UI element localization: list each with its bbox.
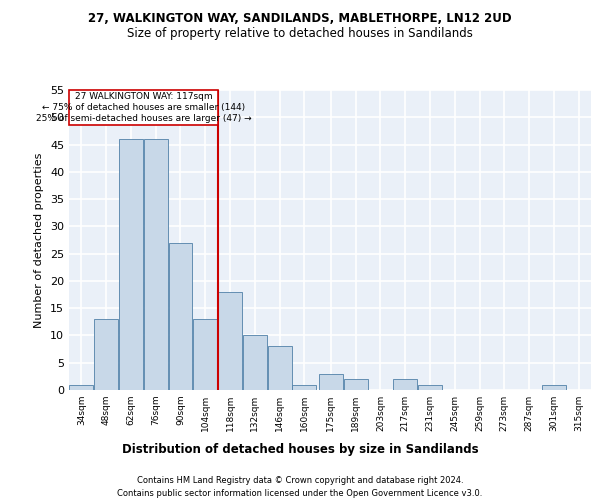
Bar: [393, 379, 417, 390]
Bar: [243, 336, 267, 390]
Text: ← 75% of detached houses are smaller (144): ← 75% of detached houses are smaller (14…: [42, 104, 245, 112]
Bar: [542, 384, 566, 390]
Text: Contains public sector information licensed under the Open Government Licence v3: Contains public sector information licen…: [118, 489, 482, 498]
Text: 27, WALKINGTON WAY, SANDILANDS, MABLETHORPE, LN12 2UD: 27, WALKINGTON WAY, SANDILANDS, MABLETHO…: [88, 12, 512, 26]
Bar: [292, 384, 316, 390]
Bar: [193, 319, 217, 390]
Text: Size of property relative to detached houses in Sandilands: Size of property relative to detached ho…: [127, 28, 473, 40]
Text: 25% of semi-detached houses are larger (47) →: 25% of semi-detached houses are larger (…: [35, 114, 251, 124]
Bar: [144, 139, 167, 390]
Bar: [119, 139, 143, 390]
Bar: [169, 242, 193, 390]
Bar: [418, 384, 442, 390]
FancyBboxPatch shape: [69, 90, 218, 126]
Text: 27 WALKINGTON WAY: 117sqm: 27 WALKINGTON WAY: 117sqm: [74, 92, 212, 101]
Text: Distribution of detached houses by size in Sandilands: Distribution of detached houses by size …: [122, 442, 478, 456]
Bar: [94, 319, 118, 390]
Text: Contains HM Land Registry data © Crown copyright and database right 2024.: Contains HM Land Registry data © Crown c…: [137, 476, 463, 485]
Bar: [344, 379, 368, 390]
Bar: [70, 384, 94, 390]
Bar: [319, 374, 343, 390]
Y-axis label: Number of detached properties: Number of detached properties: [34, 152, 44, 328]
Bar: [268, 346, 292, 390]
Bar: [218, 292, 242, 390]
